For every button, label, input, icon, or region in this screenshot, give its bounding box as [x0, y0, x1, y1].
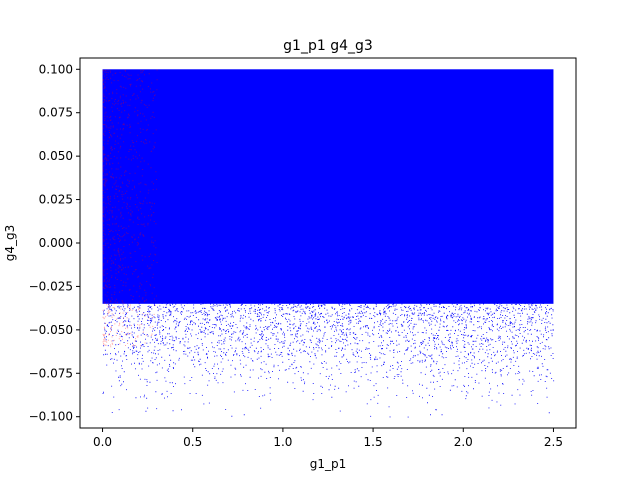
y-tick-label: −0.025: [29, 279, 73, 293]
y-tick-label: 0.025: [39, 193, 73, 207]
y-tick-label: −0.050: [29, 323, 73, 337]
x-tick-label: 0.5: [183, 435, 202, 449]
y-tick-label: −0.075: [29, 366, 73, 380]
x-tick-label: 2.0: [454, 435, 473, 449]
scatter-red-points: [102, 69, 158, 348]
x-axis-label: g1_p1: [310, 457, 347, 471]
y-axis-label: g4_g3: [3, 225, 17, 262]
y-tick-label: 0.100: [39, 62, 73, 76]
y-axis-ticks: −0.100 −0.075 −0.050 −0.025 0.000 0.025 0.050 0…: [29, 62, 80, 424]
x-tick-label: 0.0: [93, 435, 112, 449]
x-tick-label: 1.0: [273, 435, 292, 449]
scatter-dense-region: [102, 69, 554, 304]
chart-title: g1_p1 g4_g3: [283, 38, 373, 54]
x-axis-ticks: 0.0 0.5 1.0 1.5 2.0 2.5: [93, 428, 563, 449]
x-tick-label: 1.5: [364, 435, 383, 449]
y-tick-label: 0.050: [39, 149, 73, 163]
scatter-points: [102, 69, 555, 418]
x-tick-label: 2.5: [544, 435, 563, 449]
y-tick-label: 0.000: [39, 236, 73, 250]
y-tick-label: 0.075: [39, 106, 73, 120]
y-tick-label: −0.100: [29, 410, 73, 424]
